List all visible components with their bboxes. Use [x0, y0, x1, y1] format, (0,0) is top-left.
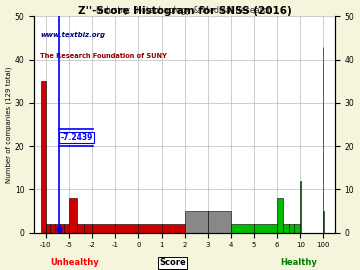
Bar — [41, 81, 46, 232]
Bar — [55, 224, 60, 232]
Bar — [69, 198, 77, 232]
Bar — [84, 224, 92, 232]
Text: Industry: Biotechnology & Medical Research: Industry: Biotechnology & Medical Resear… — [96, 6, 273, 15]
Bar — [231, 224, 254, 232]
Title: Z''-Score Histogram for SNSS (2016): Z''-Score Histogram for SNSS (2016) — [78, 6, 292, 16]
Bar — [254, 224, 277, 232]
Bar — [64, 224, 69, 232]
Bar — [138, 224, 162, 232]
Bar — [294, 224, 300, 232]
Bar — [289, 224, 294, 232]
Bar — [46, 224, 50, 232]
Text: Healthy: Healthy — [280, 258, 317, 267]
Text: www.textbiz.org: www.textbiz.org — [40, 32, 105, 38]
Bar — [60, 224, 64, 232]
Bar — [92, 224, 115, 232]
Text: Score: Score — [159, 258, 186, 267]
Bar — [162, 224, 185, 232]
Bar — [277, 198, 283, 232]
Bar — [185, 211, 208, 232]
Bar — [115, 224, 138, 232]
Bar — [77, 224, 84, 232]
Text: -7.2439: -7.2439 — [60, 133, 93, 142]
Text: Unhealthy: Unhealthy — [50, 258, 99, 267]
Text: The Research Foundation of SUNY: The Research Foundation of SUNY — [40, 53, 167, 59]
Bar — [283, 224, 289, 232]
Y-axis label: Number of companies (129 total): Number of companies (129 total) — [5, 66, 12, 183]
Bar — [50, 224, 55, 232]
Bar — [208, 211, 231, 232]
